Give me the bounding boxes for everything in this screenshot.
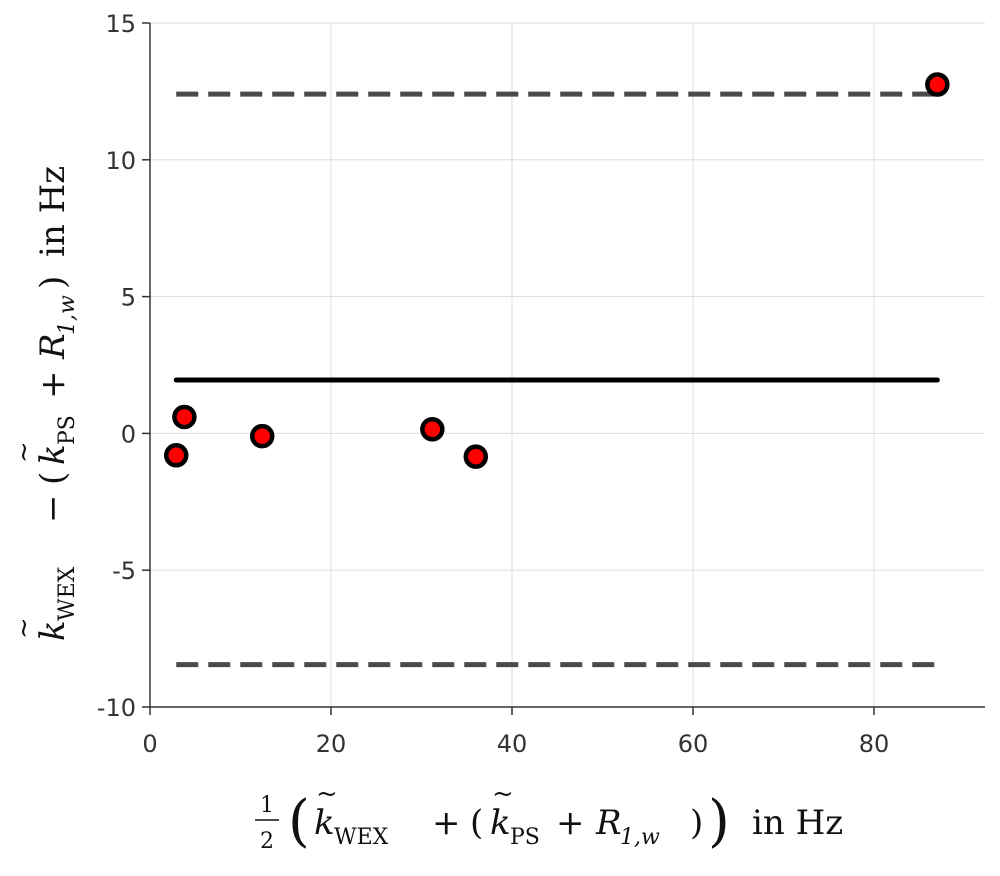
y-tick-label-3: 5	[121, 284, 136, 312]
x-label-unit: in Hz	[752, 803, 843, 843]
reference-lines	[173, 91, 940, 668]
x-label-big-open-paren: (	[288, 789, 310, 854]
y-label-k-2: k	[33, 444, 73, 465]
y-axis-label: ~ k WEX − ( ~ k PS + R 1,w ) in Hz	[9, 166, 80, 641]
x-label-k: k	[314, 803, 335, 843]
data-point-1	[172, 404, 197, 430]
y-label-minus: −	[33, 495, 73, 524]
y-label-plus: +	[33, 371, 73, 400]
data-point-4	[463, 444, 489, 469]
y-tick-label-1: -5	[112, 557, 136, 585]
y-label-sub-r: 1,w	[55, 295, 80, 335]
x-label-k-2: k	[490, 803, 511, 843]
y-tick-label-4: 10	[105, 147, 136, 175]
y-label-tilde: ~	[9, 617, 39, 639]
y-label-sub-wex: WEX	[55, 566, 80, 621]
x-label-plus: +	[432, 803, 461, 843]
x-label-open-paren: (	[470, 803, 483, 843]
y-label-unit: in Hz	[33, 166, 73, 257]
y-tick-label-0: -10	[97, 694, 136, 722]
y-tick-label-2: 0	[121, 420, 136, 448]
y-label-r: R	[33, 333, 73, 360]
data-point-0	[163, 443, 189, 468]
x-label-sub-ps: PS	[510, 825, 540, 850]
data-point-5	[925, 72, 950, 97]
x-label-fraction-num: 1	[260, 793, 274, 818]
x-tick-label-4: 80	[859, 730, 890, 758]
y-label-tilde-2: ~	[9, 441, 39, 463]
y-label-close-paren: )	[33, 276, 73, 289]
data-point-2	[249, 423, 275, 449]
y-label-k: k	[33, 620, 73, 641]
x-label-r: R	[595, 803, 622, 843]
x-tick-label-2: 40	[497, 730, 528, 758]
y-label-sub-ps: PS	[55, 415, 80, 445]
x-label-close-paren: )	[690, 803, 703, 843]
tick-labels: 0 20 40 60 80 -10 -5 0 5 10 15	[97, 10, 889, 758]
x-tick-label-3: 60	[678, 730, 709, 758]
x-label-tilde-2: ~	[492, 779, 514, 809]
data-point-3	[420, 417, 445, 442]
y-label-open-paren: (	[33, 472, 73, 485]
x-label-big-close-paren: )	[708, 789, 730, 854]
x-tick-label-0: 0	[142, 730, 157, 758]
x-label-tilde: ~	[316, 779, 338, 809]
data-points	[163, 72, 950, 469]
x-label-sub-wex: WEX	[334, 825, 389, 850]
x-label-fraction-den: 2	[260, 829, 274, 854]
grid-lines	[150, 22, 985, 707]
y-tick-label-5: 15	[105, 10, 136, 38]
x-tick-label-1: 20	[316, 730, 347, 758]
x-axis-label: 1 2 ( ~ k WEX + ( ~ k PS + R 1,w ) ) in …	[255, 779, 843, 854]
x-label-plus-2: +	[556, 803, 585, 843]
axes	[142, 22, 985, 715]
x-label-sub-r: 1,w	[620, 825, 660, 850]
